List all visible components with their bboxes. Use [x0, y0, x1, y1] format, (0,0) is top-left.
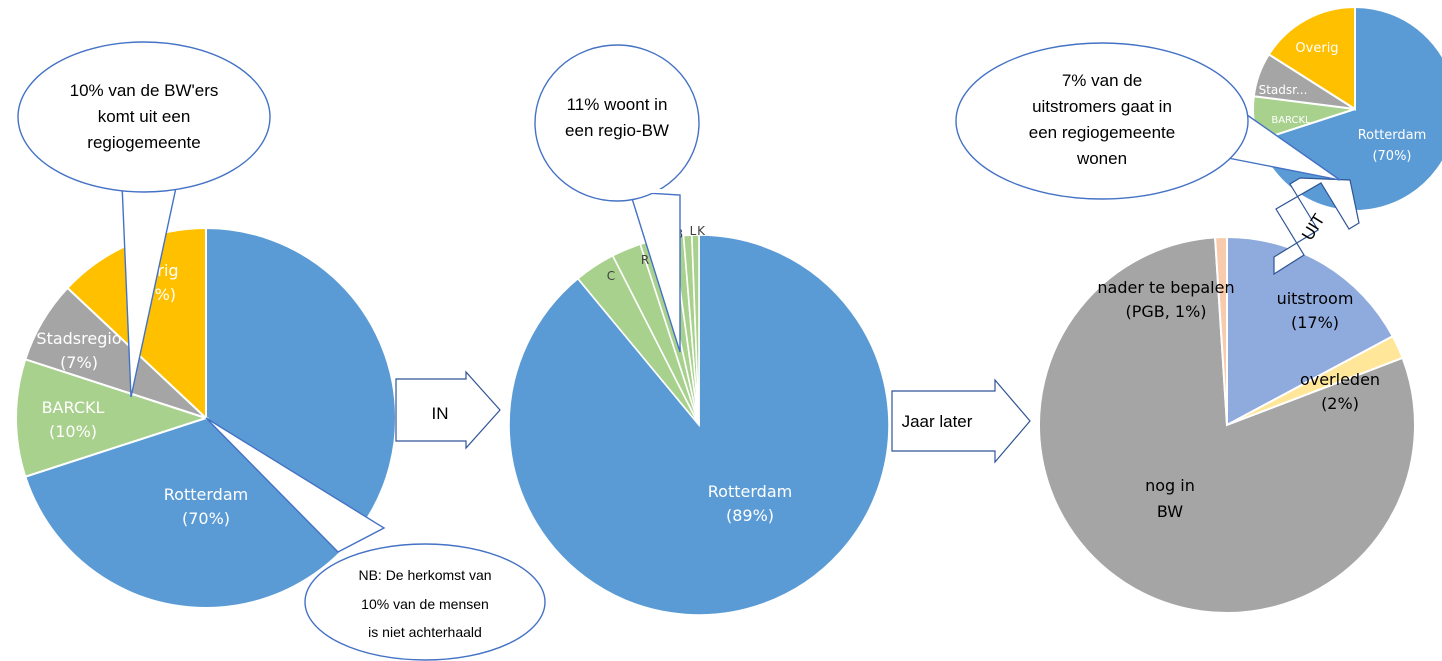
- slice-value-label: (10%): [49, 422, 97, 441]
- callout-origin-line-1: 10% van de BW'ers: [70, 81, 219, 100]
- pie-entry: Rotterdam(89%)CRABLK: [508, 224, 890, 616]
- slice-value-label: (70%): [182, 509, 230, 528]
- callout-entry-line-1: 11% woont in: [567, 95, 668, 114]
- slice-label: R: [641, 253, 649, 267]
- callout-nb-line-3: is niet achterhaald: [368, 624, 482, 640]
- slice-label: K: [697, 224, 706, 238]
- slice-value-label: (PGB, 1%): [1125, 302, 1206, 321]
- callout-outflow-line-4: wonen: [1076, 149, 1127, 168]
- slice-label: uitstroom: [1277, 289, 1354, 308]
- callout-nb: NB: De herkomst van 10% van de mensen is…: [205, 417, 546, 661]
- slice-label: Rotterdam: [164, 485, 248, 504]
- callout-outflow: 7% van de uitstromers gaat in een regiog…: [955, 42, 1341, 200]
- slice-label: BARCKL: [1271, 115, 1311, 126]
- slice-label: nog in: [1145, 476, 1195, 495]
- slice-value-label: (70%): [1372, 149, 1411, 164]
- pie-slice-k: [691, 234, 700, 426]
- callout-outflow-line-1: 7% van de: [1062, 71, 1142, 90]
- arrow-uit: UIT: [1273, 177, 1360, 276]
- slice-value-label: (2%): [1321, 394, 1359, 413]
- slice-label: Stadsregio: [36, 329, 121, 348]
- slice-value-label: (17%): [1291, 313, 1339, 332]
- callout-entry-line-2: een regio-BW: [565, 121, 669, 140]
- slice-label: BW: [1157, 502, 1183, 521]
- pie-year-later: uitstroom (17%) overleden (2%) nog in BW nader…: [1038, 235, 1416, 614]
- pie-slice-uitstroom: [1226, 235, 1395, 427]
- callout-origin-line-2: komt uit een: [98, 107, 191, 126]
- arrow-jaar-later: Jaar later: [891, 378, 1031, 464]
- pie-slice-nog-in-bw: [1038, 236, 1416, 614]
- slice-label: BARCKL: [42, 398, 105, 417]
- callout-entry: 11% woont in een regio-BW: [534, 44, 700, 353]
- pie-slice-barckl: [15, 358, 210, 478]
- slice-value-label: (7%): [60, 353, 98, 372]
- slice-label: L: [690, 224, 697, 238]
- slice-value-label: (89%): [726, 506, 774, 525]
- slice-label: nader te bepalen: [1097, 278, 1234, 297]
- arrow-in-label: IN: [432, 404, 449, 423]
- callout-nb-line-1: NB: De herkomst van: [358, 567, 491, 583]
- slice-label: Rotterdam: [1358, 128, 1427, 143]
- arrow-in: IN: [395, 370, 501, 450]
- slice-label: Stadsr...: [1259, 83, 1308, 97]
- pie-slice-nader-te-bepalen: [1214, 235, 1228, 426]
- slice-label: C: [607, 269, 615, 283]
- slice-label: Rotterdam: [708, 482, 792, 501]
- callout-outflow-line-2: uitstromers gaat in: [1032, 97, 1172, 116]
- pie-slice-overig: [1267, 5, 1356, 111]
- arrow-jaar-later-label: Jaar later: [902, 412, 973, 431]
- callout-outflow-line-3: een regiogemeente: [1029, 123, 1176, 142]
- callout-origin-line-3: regiogemeente: [87, 133, 200, 152]
- callout-origin: 10% van de BW'ers komt uit een regiogeme…: [17, 41, 271, 398]
- callout-nb-line-2: 10% van de mensen: [361, 596, 489, 612]
- slice-label: overleden: [1300, 370, 1380, 389]
- slice-label: Overig: [1295, 41, 1338, 56]
